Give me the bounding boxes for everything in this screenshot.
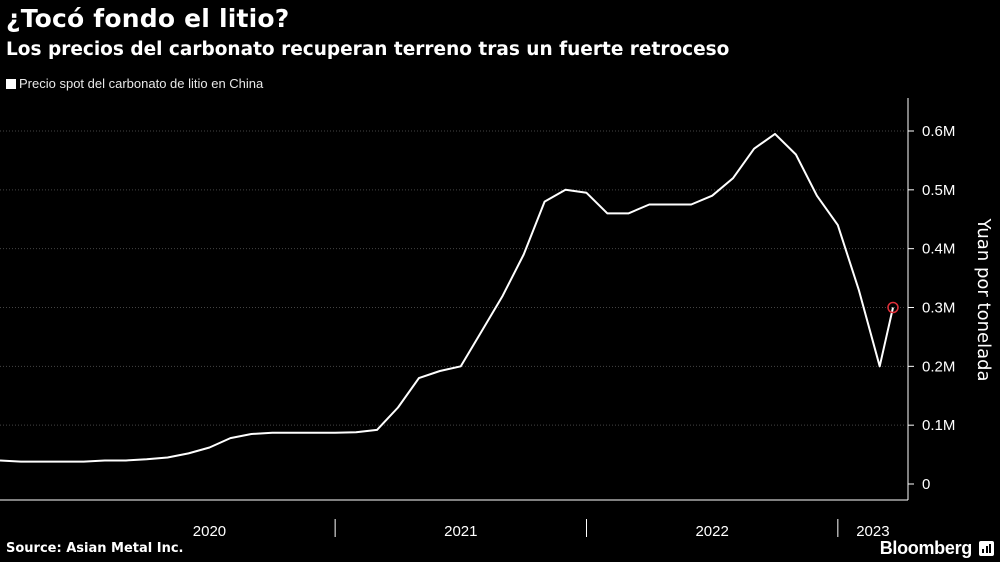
y-tick-label: 0.5M [922, 182, 955, 199]
chart-title: ¿Tocó fondo el litio? [6, 4, 290, 33]
y-tick-label: 0.1M [922, 417, 955, 434]
x-tick-label: 2022 [695, 523, 728, 540]
legend-swatch [6, 78, 16, 89]
brand-logo: Bloomberg [879, 538, 973, 558]
x-tick-label: 2020 [193, 523, 226, 540]
bloomberg-chart-icon [979, 541, 994, 556]
tick-labels: 0 0.1M 0.2M 0.3M 0.4M 0.5M 0.6M 2020 2021 2022 202… [193, 123, 994, 540]
axes [0, 98, 914, 537]
legend-label: Precio spot del carbonato de litio en Ch… [19, 76, 264, 91]
series-layer [0, 132, 899, 463]
y-tick-label: 0.6M [922, 123, 955, 140]
y-tick-label: 0 [922, 476, 930, 493]
last-value-marker [887, 301, 899, 314]
y-axis-title: Yuan por tonelada [973, 217, 994, 381]
x-tick-label: 2023 [856, 523, 889, 540]
y-tick-label: 0.2M [922, 358, 955, 375]
chart-legend: Precio spot del carbonato de litio en Ch… [6, 76, 263, 91]
y-tick-label: 0.3M [922, 300, 955, 317]
source-note: Source: Asian Metal Inc. [6, 541, 184, 556]
price-series-line [0, 132, 894, 463]
chart-subtitle: Los precios del carbonato recuperan terr… [6, 39, 730, 60]
grid-lines [0, 130, 906, 426]
y-tick-label: 0.4M [922, 241, 955, 258]
x-tick-label: 2021 [444, 523, 477, 540]
